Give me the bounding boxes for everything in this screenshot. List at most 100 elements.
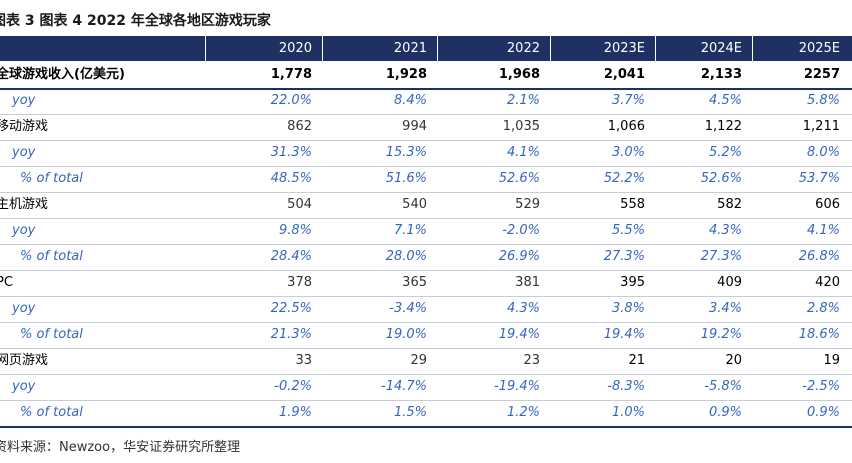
cell-value: 1,968 [498,67,540,82]
cell-value: -0.2% [274,379,312,394]
cell-value: 1.9% [278,405,312,420]
cell-value: 22.5% [270,301,312,316]
cell-value: -5.8% [704,379,742,394]
source-note: 资料来源：Newzoo，华安证券研究所整理 [0,440,241,455]
cell-value: 1.2% [506,405,540,420]
cell-value: 26.8% [798,249,840,264]
cell-value: -14.7% [381,379,427,394]
cell-value: 4.3% [708,223,742,238]
cell-value: 1,066 [607,119,645,134]
cell-value: 52.6% [700,171,742,186]
row-divider [0,88,852,90]
cell-value: 3.7% [611,93,645,108]
row-label: 全球游戏收入(亿美元) [0,67,125,82]
column-divider [205,36,206,61]
cell-value: 1.0% [611,405,645,420]
cell-value: 4.1% [506,145,540,160]
row-divider [0,400,852,401]
cell-value: 0.9% [806,405,840,420]
row-divider [0,244,852,245]
cell-value: 3.4% [708,301,742,316]
cell-value: 52.2% [603,171,645,186]
row-divider [0,166,852,167]
row-divider [0,140,852,141]
column-header: 2023E [603,41,645,56]
row-label: % of total [20,405,83,420]
cell-value: -19.4% [494,379,540,394]
cell-value: 19.0% [385,327,427,342]
row-label: % of total [20,249,83,264]
cell-value: 31.3% [270,145,312,160]
cell-value: 606 [815,197,840,212]
column-header: 2025E [798,41,840,56]
column-header: 2020 [278,41,312,56]
cell-value: 19.4% [498,327,540,342]
cell-value: 26.9% [498,249,540,264]
cell-value: 19.2% [700,327,742,342]
cell-value: 1,122 [704,119,742,134]
cell-value: 23 [523,353,540,368]
cell-value: 3.0% [611,145,645,160]
column-header: 2024E [700,41,742,56]
cell-value: 28.4% [270,249,312,264]
cell-value: 27.3% [603,249,645,264]
row-divider [0,426,852,428]
cell-value: 1.5% [393,405,427,420]
cell-value: 4.1% [806,223,840,238]
cell-value: 540 [402,197,427,212]
cell-value: 5.8% [806,93,840,108]
cell-value: 365 [402,275,427,290]
title: 图表 3 图表 4 2022 年全球各地区游戏玩家 [0,13,271,29]
column-divider [550,36,551,61]
column-divider [322,36,323,61]
cell-value: -3.4% [389,301,427,316]
cell-value: 27.3% [700,249,742,264]
cell-value: 994 [402,119,427,134]
cell-value: 2257 [803,67,840,82]
row-label: yoy [12,93,36,108]
cell-value: 1,035 [502,119,540,134]
cell-value: -2.0% [502,223,540,238]
cell-value: 22.0% [270,93,312,108]
cell-value: 53.7% [798,171,840,186]
row-divider [0,192,852,193]
cell-value: 15.3% [385,145,427,160]
cell-value: 28.0% [385,249,427,264]
cell-value: 19 [823,353,840,368]
row-label: % of total [20,171,83,186]
row-divider [0,374,852,375]
row-divider [0,218,852,219]
cell-value: 19.4% [603,327,645,342]
cell-value: 381 [515,275,540,290]
cell-value: 558 [620,197,645,212]
cell-value: 18.6% [798,327,840,342]
cell-value: 5.5% [611,223,645,238]
cell-value: 1,928 [385,67,427,82]
row-divider [0,270,852,271]
cell-value: 9.8% [278,223,312,238]
cell-value: 7.1% [393,223,427,238]
row-divider [0,322,852,323]
cell-value: 2.8% [806,301,840,316]
cell-value: 2.1% [506,93,540,108]
cell-value: 20 [725,353,742,368]
cell-value: 4.3% [506,301,540,316]
cell-value: 21 [628,353,645,368]
cell-value: 1,778 [270,67,312,82]
cell-value: 8.0% [806,145,840,160]
cell-value: -2.5% [802,379,840,394]
row-label: yoy [12,379,36,394]
cell-value: 378 [287,275,312,290]
cell-value: 2,041 [603,67,645,82]
row-label: yoy [12,223,36,238]
row-label: 主机游戏 [0,197,49,212]
row-label: PC [0,275,13,290]
column-divider [655,36,656,61]
cell-value: 48.5% [270,171,312,186]
row-divider [0,296,852,297]
cell-value: 51.6% [385,171,427,186]
cell-value: 582 [717,197,742,212]
table-header [0,36,852,61]
cell-value: 29 [410,353,427,368]
